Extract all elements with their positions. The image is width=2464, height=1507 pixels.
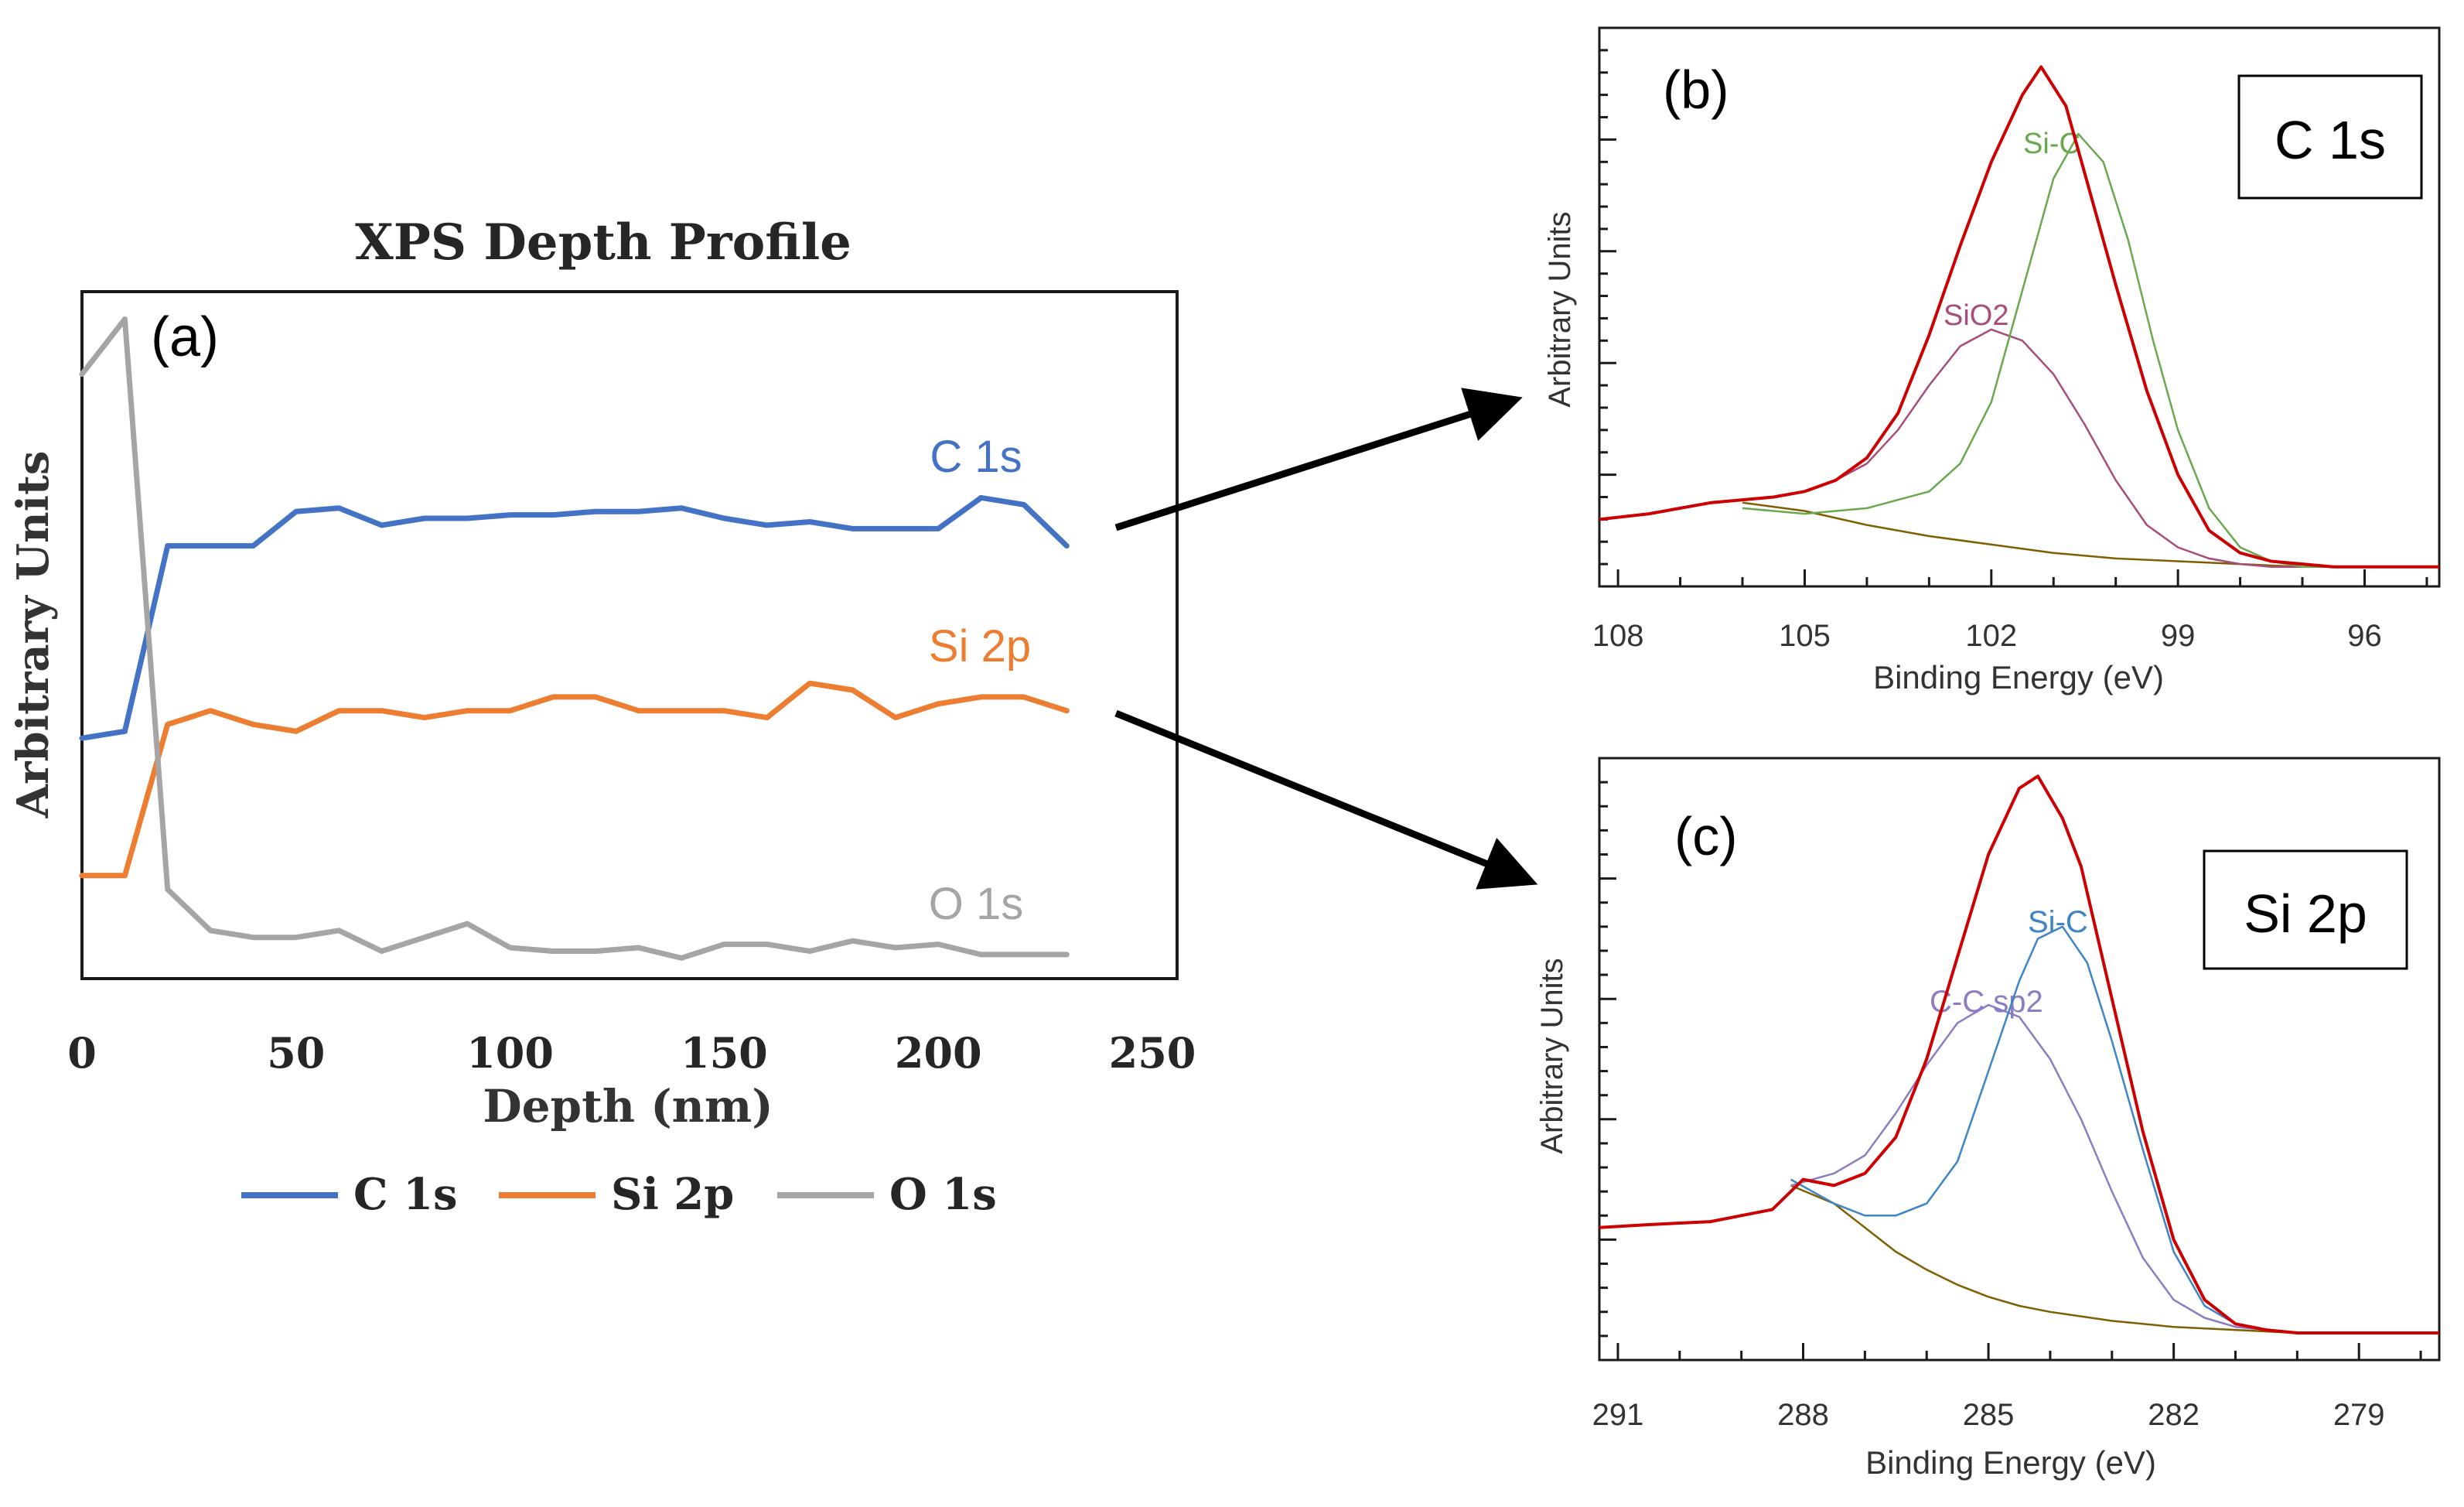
legend-label-c-1s: C 1s [353,1169,458,1220]
curve-c-c-sp2-component [1790,1003,2267,1331]
curve-background [1790,1184,2329,1334]
chart-title: XPS Depth Profile [355,214,851,272]
curve-si-c-component [1790,925,2298,1334]
x-axis-label: Binding Energy (eV) [1865,1444,2156,1481]
element-label: C 1s [2275,110,2386,170]
curve-envelope [1599,774,2439,1334]
peak-label-si-c: Si-C [2023,128,2080,160]
y-axis-label: Arbitrary Units [8,451,59,819]
series-label-c-1s: C 1s [930,432,1022,482]
x-tick-label: 200 [895,1028,982,1078]
depth-profile-chart: XPS Depth Profile (a) Arbitrary Units De… [8,214,1196,1220]
x-tick-label: 108 [1592,619,1644,653]
arrow-to-panel-c [1114,709,1538,890]
y-axis-label: Arbitrary Units [1543,211,1577,407]
peak-label-sio2: SiO2 [1944,299,2008,332]
panel-label-b: (b) [1663,60,1729,120]
x-tick-label: 50 [267,1028,325,1078]
x-axis-label: Binding Energy (eV) [1873,659,2164,695]
axis-ticks: 108 105 102 99 96 [1592,26,2428,653]
x-axis-label: Depth (nm) [483,1080,773,1133]
element-label-box [2237,74,2423,200]
series-label-si-2p: Si 2p [929,621,1031,671]
plot-frame [1598,26,2441,588]
fit-curves [1599,774,2439,1334]
x-tick-label: 102 [1965,619,2017,653]
element-label: Si 2p [2244,883,2367,944]
x-tick-labels: 0 50 100 150 200 250 [67,1028,1196,1078]
legend-label-si-2p: Si 2p [611,1169,734,1220]
curve-envelope [1599,65,2439,569]
curve-si-c-component [1742,132,2334,568]
panel-label-a: (a) [151,306,219,368]
y-axis-label: Arbitrary Units [1535,958,1569,1153]
plot-frame [1598,757,2441,1362]
legend: C 1s Si 2p O 1s [241,1169,997,1220]
x-tick-label: 105 [1779,619,1831,653]
panel-label-c: (c) [1674,806,1738,866]
peak-label-si-c: Si-C [2028,905,2088,939]
plot-frame [80,290,1179,980]
x-tick-label: 291 [1592,1398,1644,1432]
fit-curves [1599,65,2439,569]
x-tick-label: 288 [1777,1398,1829,1432]
series-lines [79,316,1070,961]
x-tick-label: 99 [2161,619,2196,653]
x-tick-label: 96 [2347,619,2382,653]
series-line-c-1s [79,494,1070,741]
arrow-to-panel-b [1114,388,1523,531]
series-labels: C 1s Si 2p O 1s [929,432,1031,929]
c1s-spectrum-chart: (b) C 1s Arbitrary Units Binding Energy … [1543,26,2441,695]
si2p-spectrum-chart: (c) Si 2p Arbitrary Units Binding Energy… [1535,757,2441,1481]
x-tick-label: 285 [1963,1398,2015,1432]
series-line-o-1s [79,316,1070,961]
x-tick-label: 0 [67,1028,97,1078]
x-tick-label: 100 [466,1028,554,1078]
element-label-box [2203,849,2408,970]
x-tick-label: 282 [2148,1398,2200,1432]
legend-label-o-1s: O 1s [889,1169,997,1220]
curve-sio2-component [1773,328,2334,568]
series-line-si-2p [79,680,1070,879]
x-tick-label: 279 [2333,1398,2385,1432]
axis-ticks: 291 288 285 282 279 [1592,757,2422,1432]
series-label-o-1s: O 1s [929,879,1024,929]
x-tick-label: 250 [1109,1028,1196,1078]
x-tick-label: 150 [681,1028,768,1078]
